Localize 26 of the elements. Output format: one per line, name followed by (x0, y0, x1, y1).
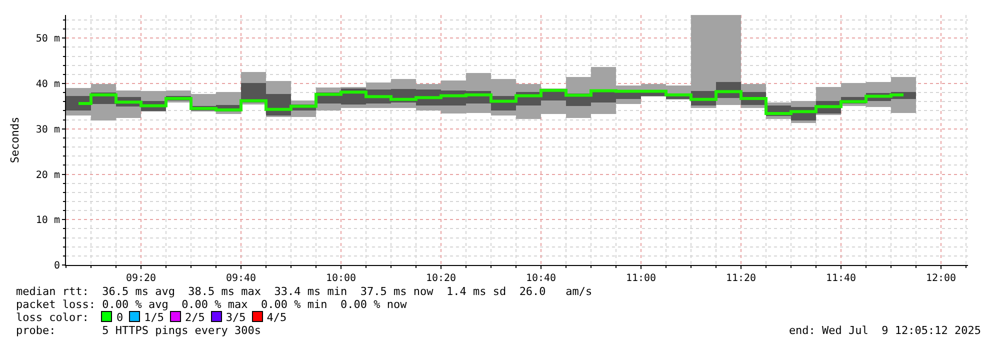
text: end: Wed Jul 9 12:05:12 2025 (788, 324, 981, 337)
y-tick-label: 10 m (36, 215, 60, 226)
text: 0 (116, 311, 124, 324)
text: probe: 5 HTTPS pings every 300s (16, 324, 262, 337)
text: median rtt: 36.5 ms avg 38.5 ms max 33.4 ms min 37.5 ms now 1.4 ms sd 26.0 am/s (16, 285, 592, 298)
x-tick-label: 09:40 (226, 273, 256, 284)
text: 3/5 (226, 311, 246, 324)
x-tick-label: 11:40 (826, 273, 856, 284)
text: 4/5 (266, 311, 287, 324)
y-tick-label: 20 m (36, 170, 60, 181)
x-tick-label: 09:20 (126, 273, 156, 284)
text: loss color: (16, 311, 89, 324)
x-tick-label: 10:00 (326, 273, 356, 284)
text: 1/5 (144, 311, 164, 324)
y-axis-title: Seconds (8, 116, 22, 164)
y-tick-label: 40 m (36, 79, 60, 90)
text: 2/5 (184, 311, 205, 324)
x-tick-label: 12:00 (926, 273, 956, 284)
x-tick-label: 11:00 (626, 273, 656, 284)
x-tick-label: 10:20 (426, 273, 456, 284)
x-tick-label: 10:40 (526, 273, 556, 284)
x-tick-label: 11:20 (726, 273, 756, 284)
y-tick-label: 50 m (36, 34, 60, 45)
text: packet loss: 0.00 % avg 0.00 % max 0.00 % min 0.00 % now (16, 298, 407, 311)
y-tick-label: 0 (54, 260, 60, 272)
y-tick-label: 30 m (36, 124, 60, 136)
